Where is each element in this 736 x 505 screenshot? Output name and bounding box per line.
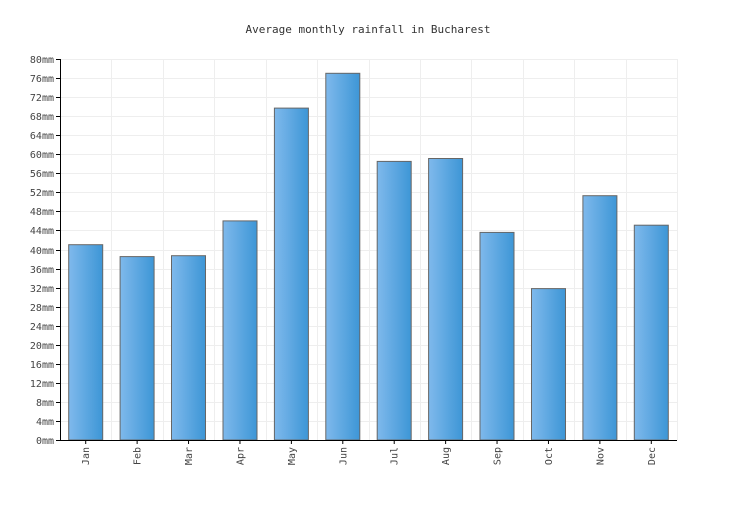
y-tick-label: 52mm (30, 188, 54, 199)
y-tick-label: 80mm (30, 55, 54, 66)
axes-layer (60, 59, 677, 441)
y-tick-label: 24mm (30, 322, 54, 333)
y-tick-label: 0mm (36, 436, 54, 447)
bar-dec (633, 224, 669, 441)
x-tick-label: Feb (133, 447, 144, 465)
y-tick-label: 44mm (30, 226, 54, 237)
y-tick-label: 32mm (30, 284, 54, 295)
y-tick-label: 28mm (30, 303, 54, 314)
y-tick-label: 68mm (30, 112, 54, 123)
y-tick-label: 60mm (30, 150, 54, 161)
y-tick-label: 20mm (30, 341, 54, 352)
chart-title: Average monthly rainfall in Bucharest (245, 23, 490, 36)
y-tick-label: 16mm (30, 360, 54, 371)
bar-apr (222, 220, 258, 441)
y-tick-label: 64mm (30, 131, 54, 142)
y-tick-label: 48mm (30, 207, 54, 218)
x-tick-label: Mar (184, 447, 195, 465)
x-axis-ticks: Jan Feb Mar Apr May Jun Jul Aug Sep Oct Nov Dec (81, 440, 658, 465)
y-tick-label: 36mm (30, 265, 54, 276)
bar-jul (376, 160, 412, 441)
bar-jun (325, 72, 361, 441)
x-tick-label: Jul (390, 447, 401, 465)
grid-layer (60, 59, 678, 440)
bar-jan (68, 244, 104, 441)
x-tick-label: Nov (595, 447, 606, 465)
bar-aug (428, 158, 464, 441)
y-tick-label: 56mm (30, 169, 54, 180)
y-tick-label: 72mm (30, 93, 54, 104)
x-tick-label: Apr (235, 447, 246, 465)
bar-nov (582, 195, 618, 441)
bar-feb (119, 256, 155, 441)
y-tick-label: 4mm (36, 417, 54, 428)
bars-layer (68, 72, 669, 441)
y-tick-label: 12mm (30, 379, 54, 390)
bar-mar (171, 255, 206, 441)
y-tick-label: 8mm (36, 398, 54, 409)
x-tick-label: Sep (493, 447, 504, 465)
x-tick-label: Oct (544, 447, 555, 465)
x-tick-label: Jun (338, 447, 349, 465)
x-tick-label: May (287, 447, 298, 465)
bar-may (273, 107, 309, 441)
x-tick-label: Aug (441, 447, 452, 465)
x-tick-label: Jan (81, 447, 92, 465)
y-axis-ticks: 0mm 4mm 8mm 12mm 16mm 20mm 24mm 28mm 32mm 36mm 40m… (30, 55, 60, 447)
x-tick-label: Dec (647, 447, 658, 465)
bar-oct (531, 288, 566, 441)
y-tick-label: 76mm (30, 74, 54, 85)
bar-sep (479, 231, 515, 441)
y-tick-label: 40mm (30, 246, 54, 257)
